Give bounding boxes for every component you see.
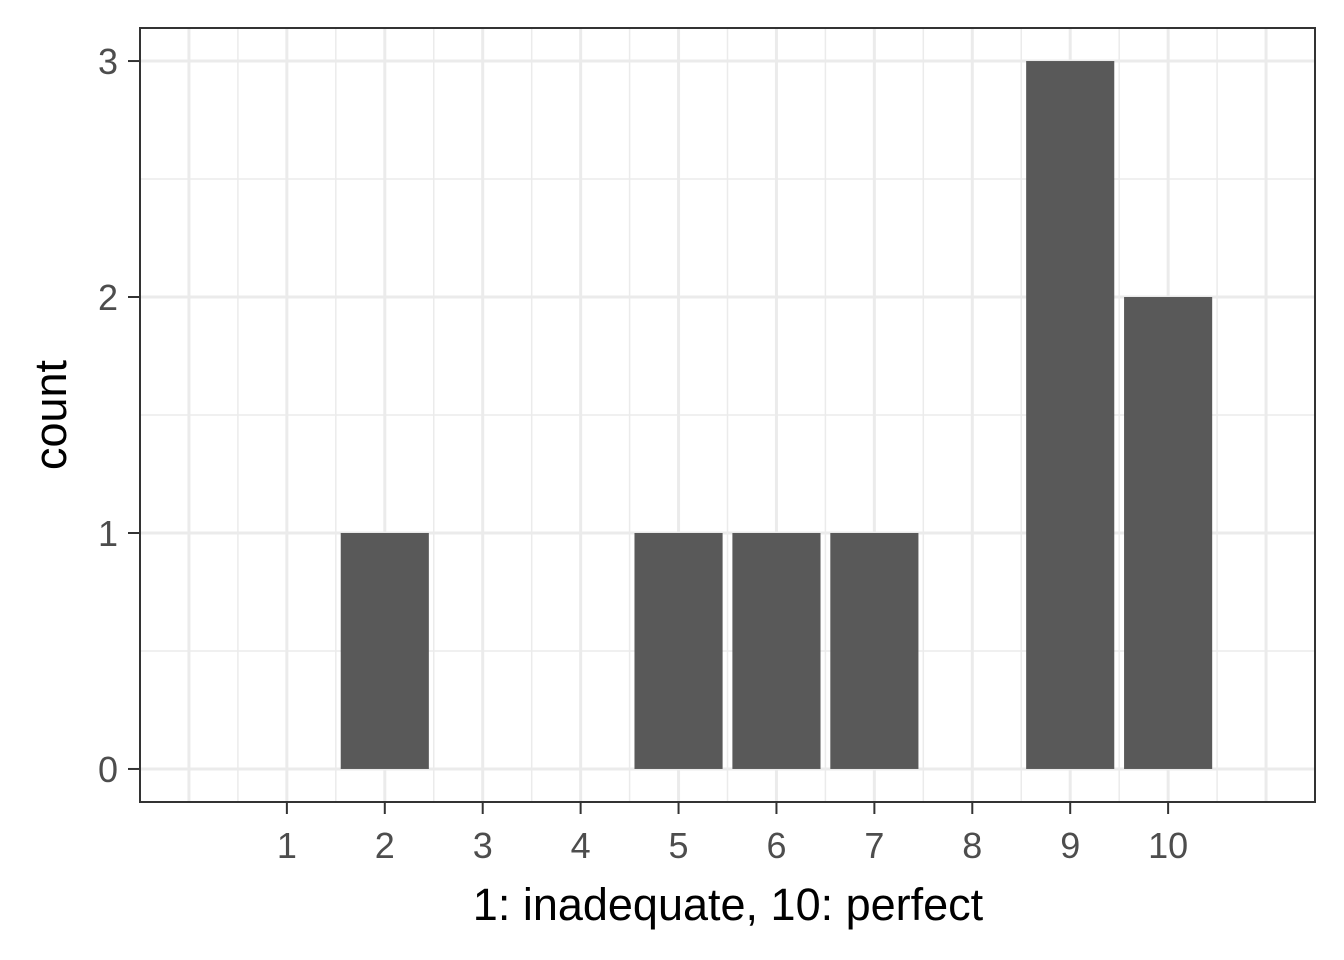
x-axis-title: 1: inadequate, 10: perfect (473, 879, 984, 930)
x-tick-label: 7 (864, 825, 884, 866)
y-tick-label: 3 (98, 41, 118, 82)
x-tick-label: 8 (962, 825, 982, 866)
bar-7 (830, 532, 919, 769)
bar-5 (634, 532, 723, 769)
x-tick-label: 3 (473, 825, 493, 866)
bar-2 (340, 532, 429, 769)
x-tick-label: 4 (571, 825, 591, 866)
bar-6 (732, 532, 821, 769)
y-tick-label: 0 (98, 749, 118, 790)
y-tick-label: 2 (98, 277, 118, 318)
x-tick-label: 2 (375, 825, 395, 866)
x-tick-label: 9 (1060, 825, 1080, 866)
y-axis: 0 1 2 3 (98, 41, 140, 790)
panel-border (139, 27, 1316, 803)
x-axis: 1 2 3 4 5 6 7 8 9 10 (277, 802, 1188, 866)
bar-10 (1124, 297, 1213, 769)
x-tick-label: 5 (669, 825, 689, 866)
bars (340, 61, 1213, 769)
x-tick-label: 6 (766, 825, 786, 866)
y-tick-label: 1 (98, 513, 118, 554)
bar-9 (1026, 61, 1115, 769)
y-axis-title: count (25, 359, 76, 470)
x-tick-label: 1 (277, 825, 297, 866)
minor-gridlines (140, 28, 1315, 802)
x-tick-label: 10 (1148, 825, 1188, 866)
